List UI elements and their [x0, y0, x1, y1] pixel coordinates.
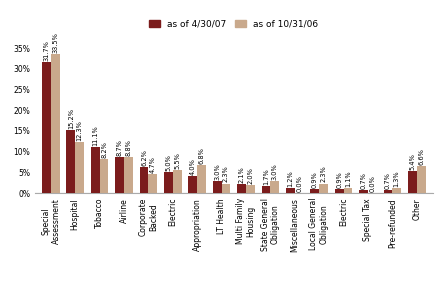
Legend: as of 4/30/07, as of 10/31/06: as of 4/30/07, as of 10/31/06 [149, 20, 319, 29]
Bar [91, 147, 100, 193]
Text: 5.0%: 5.0% [166, 154, 171, 171]
Bar [384, 190, 392, 193]
Text: 1.7%: 1.7% [263, 168, 269, 185]
Text: 2.3%: 2.3% [223, 166, 229, 182]
Text: 1.1%: 1.1% [345, 171, 351, 187]
Text: 33.5%: 33.5% [52, 32, 58, 53]
Bar [335, 189, 343, 193]
Bar [149, 173, 157, 193]
Bar [237, 184, 246, 193]
Text: 8.2%: 8.2% [101, 141, 107, 158]
Bar [66, 130, 75, 193]
Text: 0.0%: 0.0% [296, 175, 302, 192]
Bar [359, 190, 368, 193]
Text: 4.0%: 4.0% [190, 159, 196, 176]
Text: 8.7%: 8.7% [117, 139, 123, 156]
Text: 2.0%: 2.0% [247, 167, 253, 184]
Text: 6.2%: 6.2% [141, 149, 147, 166]
Bar [173, 170, 182, 193]
Bar [246, 185, 255, 193]
Bar [417, 166, 426, 193]
Bar [75, 142, 84, 193]
Text: 6.8%: 6.8% [198, 147, 205, 164]
Bar [286, 188, 295, 193]
Text: 5.4%: 5.4% [409, 153, 416, 170]
Text: 31.7%: 31.7% [43, 40, 49, 61]
Text: 11.1%: 11.1% [92, 125, 98, 146]
Bar [213, 181, 222, 193]
Bar [319, 184, 328, 193]
Bar [115, 157, 124, 193]
Bar [310, 189, 319, 193]
Text: 12.3%: 12.3% [76, 120, 83, 141]
Bar [140, 168, 149, 193]
Bar [164, 172, 173, 193]
Text: 2.3%: 2.3% [321, 166, 326, 182]
Text: 0.0%: 0.0% [369, 175, 375, 192]
Text: 3.0%: 3.0% [214, 163, 220, 180]
Bar [51, 54, 59, 193]
Text: 2.1%: 2.1% [239, 167, 245, 183]
Bar [188, 176, 197, 193]
Bar [124, 157, 133, 193]
Bar [100, 159, 108, 193]
Text: 6.6%: 6.6% [418, 148, 424, 165]
Bar [271, 181, 279, 193]
Text: 0.9%: 0.9% [312, 172, 318, 188]
Text: 3.0%: 3.0% [272, 163, 278, 180]
Text: 1.3%: 1.3% [394, 170, 400, 187]
Bar [408, 171, 417, 193]
Text: 0.9%: 0.9% [336, 172, 342, 188]
Bar [343, 189, 352, 193]
Text: 8.8%: 8.8% [125, 139, 132, 156]
Text: 0.7%: 0.7% [385, 172, 391, 189]
Bar [197, 165, 206, 193]
Bar [392, 188, 401, 193]
Bar [222, 184, 230, 193]
Bar [42, 62, 51, 193]
Text: 1.2%: 1.2% [288, 170, 293, 187]
Text: 4.7%: 4.7% [150, 156, 156, 173]
Bar [262, 186, 271, 193]
Text: 15.2%: 15.2% [68, 108, 74, 129]
Text: 0.7%: 0.7% [361, 172, 367, 189]
Text: 5.5%: 5.5% [174, 152, 180, 169]
